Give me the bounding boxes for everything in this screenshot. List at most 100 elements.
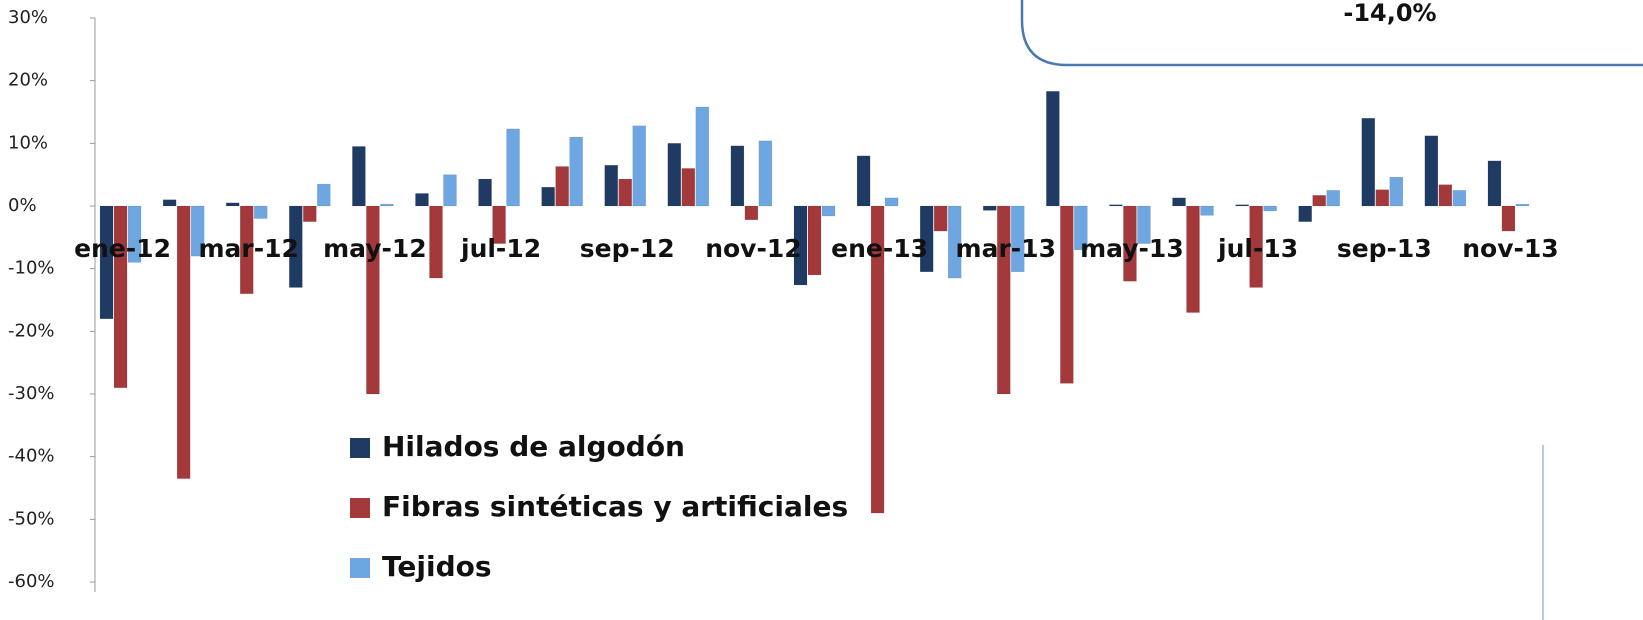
bar [695,106,710,207]
bar [793,205,808,286]
bar [1109,204,1123,207]
bar [1060,205,1074,384]
bar [870,205,885,514]
y-tick-label: 10% [8,132,48,153]
bar [1424,135,1439,207]
y-tick-label: 0% [8,195,37,216]
bar [429,205,443,279]
bar [1515,203,1530,207]
bar [443,174,457,207]
bar [190,205,205,257]
x-tick-label: ene-12 [74,234,171,263]
x-tick-label: may-12 [323,234,427,263]
bar [127,205,142,263]
bar [1298,205,1312,222]
x-tick-label: ene-13 [831,234,928,263]
bar [1452,190,1467,207]
bar [884,197,899,207]
callout-box [1020,0,1643,67]
bar [1438,184,1453,207]
bar [352,146,366,207]
bar [380,203,394,207]
x-tick-label: jul-12 [460,234,541,263]
bar [569,136,583,207]
bar [632,125,646,207]
y-tick-label: -40% [8,446,55,467]
bar [758,140,773,207]
bar [366,205,380,395]
y-tick-label: -60% [8,571,55,592]
y-tick-label: -50% [8,508,55,529]
bar [253,205,268,219]
bar [1074,205,1088,251]
bar [1361,118,1376,207]
y-tick-label: -20% [8,320,55,341]
y-tick-label: -10% [8,258,55,279]
bar [1011,205,1025,273]
legend-swatch [350,438,370,458]
bar [1046,91,1060,207]
bar [555,166,569,207]
bar [821,205,836,217]
y-tick-label: 30% [8,7,48,28]
bar [1137,205,1151,244]
legend-swatch [350,498,370,518]
bar [1375,189,1390,207]
bar [1200,205,1214,216]
bar [1263,205,1277,212]
bar [1249,205,1263,288]
bar [1186,205,1200,313]
bar [1172,197,1186,207]
legend-label: Fibras sintéticas y artificiales [382,490,848,523]
bar [919,205,934,273]
bar [99,205,114,320]
bar [604,165,618,207]
bar [1501,205,1516,232]
bar [744,205,759,221]
bar [1235,204,1249,207]
bar [176,205,191,479]
legend-swatch [350,558,370,578]
x-tick-label: sep-12 [580,234,675,263]
bar [478,178,492,207]
bar [933,205,948,232]
bar [618,178,632,207]
bar [947,205,962,279]
bar [492,205,506,244]
bar [506,128,520,207]
y-tick-label: 20% [8,70,48,91]
bar [1123,205,1137,282]
bar [289,205,303,288]
bar [225,202,240,207]
x-tick-label: nov-13 [1462,234,1558,263]
bar [162,199,177,207]
bar [807,205,822,276]
x-tick-label: nov-12 [705,234,801,263]
bar [1487,160,1502,207]
bar [1312,195,1326,207]
bar [541,186,555,207]
bar [1389,176,1404,207]
bar [415,193,429,207]
bar [1326,190,1340,207]
bar [856,155,871,207]
bar [667,143,682,207]
bar [730,145,745,207]
legend-label: Tejidos [382,550,492,583]
bar [997,205,1011,395]
x-tick-label: sep-13 [1337,234,1432,263]
y-tick-label: -30% [8,383,55,404]
bar [303,205,317,222]
legend-label: Hilados de algodón [382,430,685,463]
x-tick-label: mar-12 [199,234,299,263]
x-tick-label: mar-13 [956,234,1056,263]
x-tick-label: jul-13 [1217,234,1298,263]
bar [113,205,128,388]
x-tick-label: may-13 [1080,234,1184,263]
bar [239,205,254,294]
bar [983,205,997,211]
annotation: -14,0% [1343,0,1436,27]
bar [317,183,331,207]
bar [681,168,696,207]
